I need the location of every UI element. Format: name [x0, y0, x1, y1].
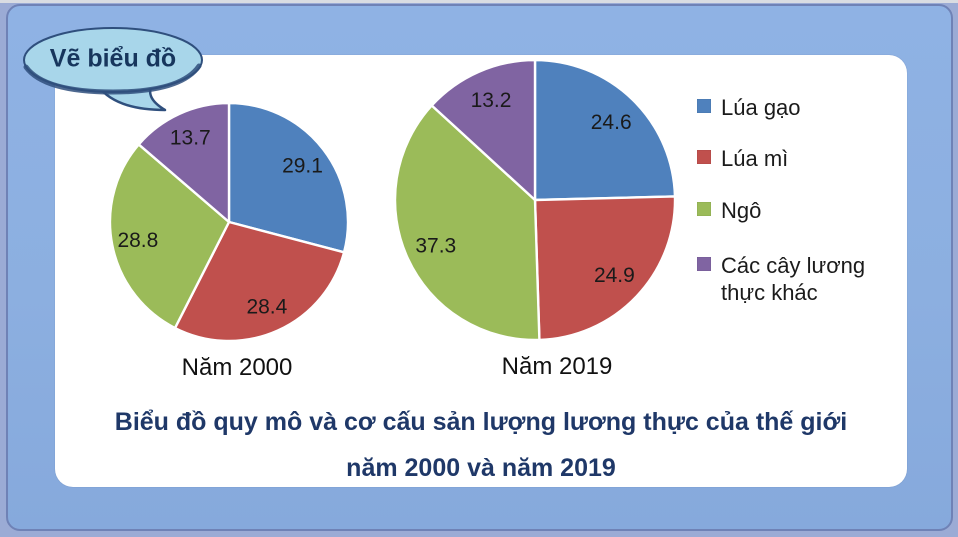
pie-2019-title: Năm 2019	[501, 353, 613, 380]
pie-slice-lúa-mì	[533, 195, 677, 342]
legend-item-lua-mi: Lúa mì	[697, 145, 889, 172]
pie-slice-value-label: 37.3	[415, 235, 456, 258]
window-edge-strip	[0, 0, 958, 3]
pie-slice-lúa-gạo	[227, 101, 350, 254]
legend-item-cay-luong-thuc-khac: Các cây lương thực khác	[697, 252, 889, 306]
legend-label: Lúa gạo	[721, 95, 801, 120]
legend-label: Lúa mì	[721, 146, 789, 171]
legend-swatch-cay-luong-thuc-khac	[697, 257, 711, 271]
pie-slice-lúa-mì	[173, 220, 346, 343]
pie-chart-năm-2019: 24.6 24.9 37.3 13.2	[393, 58, 677, 342]
legend-item-lua-gao: Lúa gạo	[697, 94, 889, 121]
callout-label: Vẽ biểu đồ	[49, 44, 177, 73]
pie-slice-value-label: 29.1	[282, 154, 323, 177]
pie-slice-value-label: 24.9	[594, 264, 635, 287]
pie-slice-ngô	[393, 104, 541, 342]
pie-chart-năm-2000: 29.1 28.4 28.8 13.7	[108, 101, 350, 343]
legend-item-ngo: Ngô	[697, 197, 889, 224]
chart-caption: Biểu đồ quy mô và cơ cấu sản lượng lương…	[55, 399, 907, 491]
legend-label: Các cây lương thực khác	[721, 253, 866, 305]
pie-slice-value-label: 28.8	[117, 229, 158, 252]
caption-line-2: năm 2000 và năm 2019	[346, 454, 616, 482]
legend-swatch-ngo	[697, 202, 711, 216]
pie-slice-ngô	[108, 143, 231, 330]
pie-2000-title: Năm 2000	[181, 354, 293, 381]
legend-swatch-lua-mi	[697, 150, 711, 164]
pie-slice-value-label: 13.7	[170, 127, 211, 150]
pie-slice-các-cây-lương-thực-khác	[137, 101, 231, 224]
caption-line-1: Biểu đồ quy mô và cơ cấu sản lượng lương…	[114, 408, 848, 436]
legend-swatch-lua-gao	[697, 99, 711, 113]
pie-slice-các-cây-lương-thực-khác	[430, 58, 537, 202]
pie-slice-lúa-gạo	[533, 58, 677, 202]
legend-label: Ngô	[721, 198, 762, 223]
pie-slice-value-label: 24.6	[591, 111, 632, 134]
pie-slice-value-label: 13.2	[471, 89, 512, 112]
pie-slice-value-label: 28.4	[246, 296, 287, 319]
